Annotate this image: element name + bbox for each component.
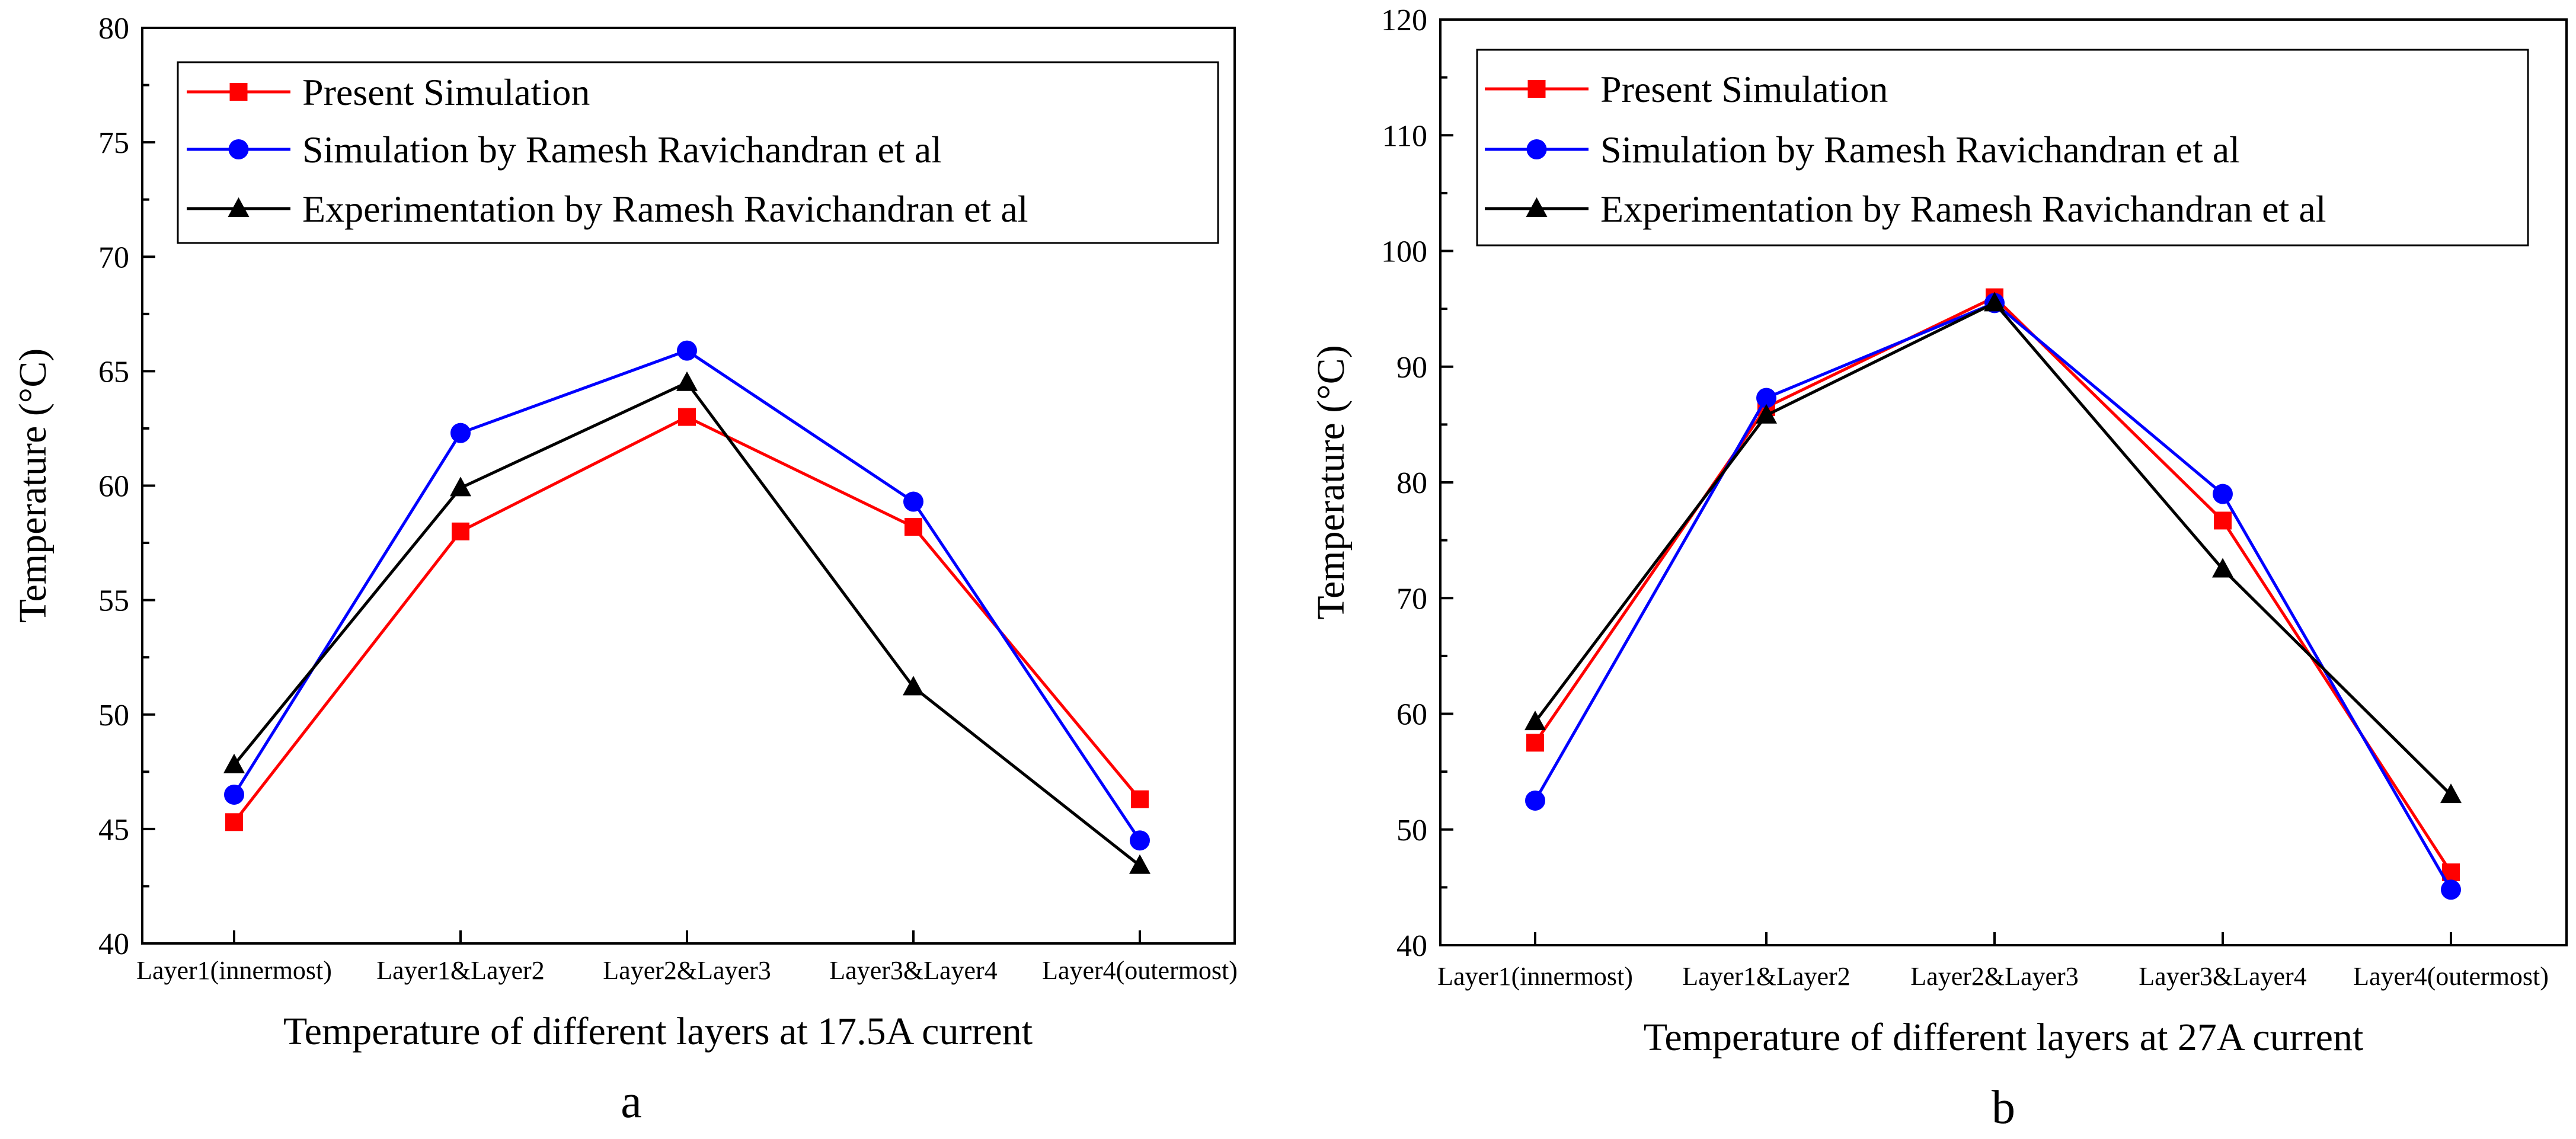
data-point-marker — [1984, 292, 2005, 312]
y-tick-label: 65 — [98, 355, 129, 389]
y-tick-label: 90 — [1396, 351, 1427, 385]
legend-entry-label: Present Simulation — [1600, 68, 1888, 110]
y-tick-label: 70 — [1396, 582, 1427, 616]
legend-marker — [229, 83, 248, 101]
data-point-marker — [224, 784, 244, 805]
y-tick-label: 60 — [98, 470, 129, 504]
data-point-marker — [905, 518, 922, 536]
data-point-marker — [677, 340, 697, 361]
legend-box — [1476, 49, 2529, 247]
y-axis-title: Temperature (°C) — [11, 348, 55, 623]
y-tick-label: 80 — [98, 12, 129, 46]
y-tick-label: 120 — [1381, 4, 1427, 37]
y-tick-label: 110 — [1382, 119, 1427, 153]
data-point-marker — [1524, 711, 1546, 731]
x-axis-title: Temperature of different layers at 27A c… — [1644, 1016, 2364, 1059]
data-point-marker — [450, 476, 471, 497]
data-point-marker — [1756, 388, 1776, 408]
data-point-marker — [452, 522, 469, 540]
legend-entry-label: Experimentation by Ramesh Ravichandran e… — [1600, 188, 2326, 230]
legend-entry-label: Experimentation by Ramesh Ravichandran e… — [302, 188, 1028, 230]
data-point-marker — [1129, 854, 1150, 874]
panel-letter: b — [1992, 1082, 2015, 1134]
series-2 — [223, 371, 1150, 874]
data-point-marker — [225, 813, 243, 831]
legend-box — [177, 61, 1219, 244]
series-0 — [225, 408, 1149, 831]
series-1 — [224, 340, 1150, 851]
y-tick-label: 50 — [1396, 814, 1427, 847]
data-point-marker — [2440, 783, 2462, 804]
legend-marker — [1526, 139, 1547, 159]
series-1 — [1525, 293, 2461, 900]
data-point-marker — [1131, 790, 1149, 808]
data-point-marker — [678, 408, 696, 426]
legend-entry-label: Simulation by Ramesh Ravichandran et al — [1600, 129, 2240, 171]
chart-panel-a: 40 45 50 55 60 65 70 75 80 Layer1(innermost) Layer… — [11, 12, 1238, 1128]
legend: Present Simulation Simulation by Ramesh R… — [177, 61, 1219, 244]
x-category-label: Layer3&Layer4 — [829, 956, 997, 985]
x-category-label: Layer1(innermost) — [1437, 962, 1633, 991]
y-tick-label: 45 — [98, 813, 129, 847]
data-point-marker — [223, 753, 245, 773]
y-tick-label: 50 — [98, 699, 129, 732]
series-line — [233, 381, 1141, 867]
data-point-marker — [450, 423, 471, 443]
data-point-marker — [903, 491, 923, 512]
series-line — [1534, 301, 2452, 796]
series-line — [1533, 296, 2453, 874]
y-tick-label: 40 — [1396, 929, 1427, 963]
data-point-marker — [2213, 484, 2233, 504]
x-category-label: Layer1&Layer2 — [376, 956, 544, 985]
legend-entry-label: Present Simulation — [302, 71, 590, 113]
data-point-marker — [1756, 404, 1777, 424]
y-tick-label: 100 — [1381, 235, 1427, 269]
x-category-label: Layer3&Layer4 — [2139, 962, 2306, 991]
panel-letter: a — [621, 1076, 642, 1128]
legend-entry-label: Simulation by Ramesh Ravichandran et al — [302, 129, 942, 171]
y-axis-title: Temperature (°C) — [1309, 345, 1353, 619]
y-tick-label: 80 — [1396, 466, 1427, 500]
data-point-marker — [1526, 734, 1544, 752]
y-tick-label: 40 — [98, 927, 129, 961]
series-2 — [1524, 292, 2462, 804]
data-point-marker — [2441, 879, 2461, 900]
data-point-marker — [903, 676, 924, 696]
series-line — [233, 415, 1141, 823]
x-category-label: Layer4(outermost) — [2353, 962, 2549, 991]
y-tick-label: 60 — [1396, 698, 1427, 732]
x-category-label: Layer1(innermost) — [136, 956, 332, 985]
legend: Present Simulation Simulation by Ramesh R… — [1476, 49, 2529, 247]
legend-marker — [1527, 80, 1546, 98]
legend-marker — [228, 197, 250, 217]
series-line — [1533, 301, 2453, 891]
y-tick-label: 55 — [98, 584, 129, 618]
data-point-marker — [2212, 558, 2233, 578]
y-tick-label: 70 — [98, 241, 129, 274]
x-category-label: Layer2&Layer3 — [603, 956, 771, 985]
y-tick-label: 75 — [98, 126, 129, 160]
chart-panel-b: 40 50 60 70 80 90 100 110 120 Layer1(innermost) La… — [1309, 4, 2568, 1134]
x-axis-title: Temperature of different layers at 17.5A… — [283, 1010, 1033, 1053]
x-category-label: Layer4(outermost) — [1042, 956, 1238, 985]
data-point-marker — [676, 371, 698, 391]
x-category-label: Layer2&Layer3 — [1910, 962, 2078, 991]
series-0 — [1526, 288, 2460, 881]
legend-marker — [228, 139, 249, 159]
data-point-marker — [2214, 511, 2232, 530]
data-point-marker — [1525, 790, 1545, 811]
data-point-marker — [1130, 830, 1150, 851]
legend-marker — [1526, 197, 1548, 217]
x-category-label: Layer1&Layer2 — [1682, 962, 1850, 991]
